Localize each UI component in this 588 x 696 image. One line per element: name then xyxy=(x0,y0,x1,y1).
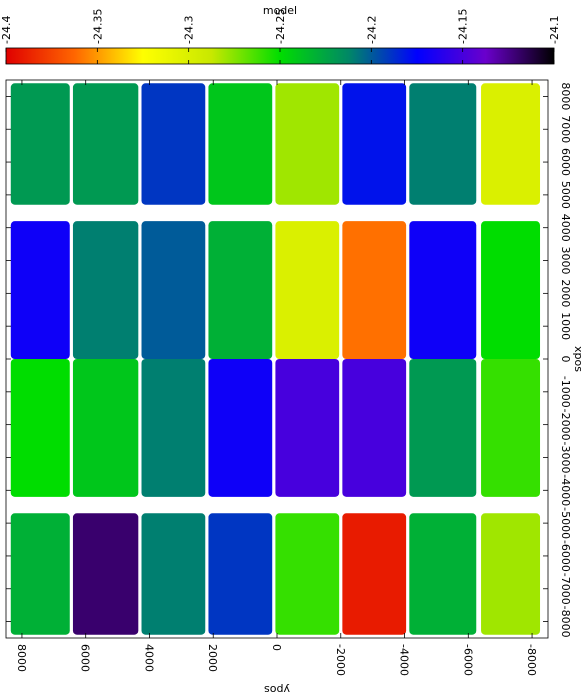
y-axis-tick-label: -2000 xyxy=(334,644,347,676)
heatmap-cell xyxy=(141,513,206,635)
y-axis-tick-label: -6000 xyxy=(461,644,474,676)
x-axis-tick-label: 6000 xyxy=(559,148,572,176)
heatmap-cell xyxy=(10,221,70,359)
heatmap-cell xyxy=(275,513,340,635)
colorbar-tick-label: -24.1 xyxy=(548,16,561,44)
heatmap-cell xyxy=(481,83,541,205)
x-axis-tick-label: -8000 xyxy=(559,606,572,638)
y-axis-tick-label: -8000 xyxy=(525,644,538,676)
heatmap-cell xyxy=(409,221,477,359)
y-axis-tick-label: 2000 xyxy=(206,644,219,672)
colorbar-tick-label: -24.35 xyxy=(91,9,104,44)
heatmap-cell xyxy=(208,221,273,359)
y-axis-label: ypos xyxy=(264,683,290,696)
heatmap-cell xyxy=(208,359,273,497)
heatmap-cell xyxy=(409,513,477,635)
heatmap-cell xyxy=(72,221,139,359)
heatmap-cell xyxy=(72,83,139,205)
heatmap-cell xyxy=(141,221,206,359)
x-axis-tick-label: -2000 xyxy=(559,409,572,441)
plot-area: -8000 -6000 -4000 -2000 0 2000 4000 6000 8000 -8… xyxy=(5,79,585,696)
y-axis-tick-label: 6000 xyxy=(79,644,92,672)
heatmap-cell xyxy=(342,359,407,497)
heatmap-cell xyxy=(342,83,407,205)
heatmap-cell xyxy=(10,359,70,497)
x-axis-tick-label: -7000 xyxy=(559,573,572,605)
y-axis-tick-label: 0 xyxy=(270,644,283,651)
x-axis-tick-label: 4000 xyxy=(559,214,572,242)
colorbar-tick-label: -24.15 xyxy=(457,9,470,44)
x-axis-tick-label: -4000 xyxy=(559,474,572,506)
colorbar-tick-label: -24.25 xyxy=(274,9,287,44)
heatmap-cell xyxy=(208,513,273,635)
colorbar: model -24.4 -24.35 -24.3 -24.25 -24.2 -24.15 -… xyxy=(0,4,561,65)
x-axis-tick-label: 7000 xyxy=(559,115,572,143)
x-axis-tick-label: 1000 xyxy=(559,312,572,340)
heatmap-cell xyxy=(275,359,340,497)
heatmap-cell xyxy=(275,221,340,359)
colorbar-label: model xyxy=(263,4,297,17)
heatmap-cell xyxy=(409,83,477,205)
heatmap-cell xyxy=(481,221,541,359)
x-axis-tick-label: -1000 xyxy=(559,376,572,408)
heatmap-cell xyxy=(481,513,541,635)
heatmap-cell xyxy=(208,83,273,205)
x-axis-tick-label: 2000 xyxy=(559,279,572,307)
x-axis-tick-label: -6000 xyxy=(559,540,572,572)
x-axis-tick-label: 8000 xyxy=(559,82,572,110)
heatmap-cell xyxy=(275,83,340,205)
y-axis-tick-label: 4000 xyxy=(142,644,155,672)
heatmap-cell xyxy=(342,221,407,359)
heatmap-cell xyxy=(481,359,541,497)
heatmap-cell xyxy=(72,359,139,497)
colorbar-tick-label: -24.3 xyxy=(183,16,196,44)
colorbar-tick-label: -24.4 xyxy=(0,16,13,44)
x-axis-label: xpos xyxy=(572,346,585,372)
y-axis-tick-label: 8000 xyxy=(15,644,28,672)
heatmap-cell xyxy=(409,359,477,497)
heatmap-cell xyxy=(141,359,206,497)
heatmap-cell xyxy=(141,83,206,205)
x-axis-tick-label: -5000 xyxy=(559,507,572,539)
colorbar-tick-label: -24.2 xyxy=(365,16,378,44)
heatmap-cell xyxy=(10,513,70,635)
x-axis-tick-label: 5000 xyxy=(559,181,572,209)
x-axis-tick-label: 3000 xyxy=(559,247,572,275)
heatmap-cell xyxy=(10,83,70,205)
y-axis-tick-label: -4000 xyxy=(398,644,411,676)
heatmap-cell xyxy=(342,513,407,635)
heatmap-cell xyxy=(72,513,139,635)
x-axis-tick-label: 0 xyxy=(559,356,572,363)
x-axis-tick-label: -3000 xyxy=(559,441,572,473)
